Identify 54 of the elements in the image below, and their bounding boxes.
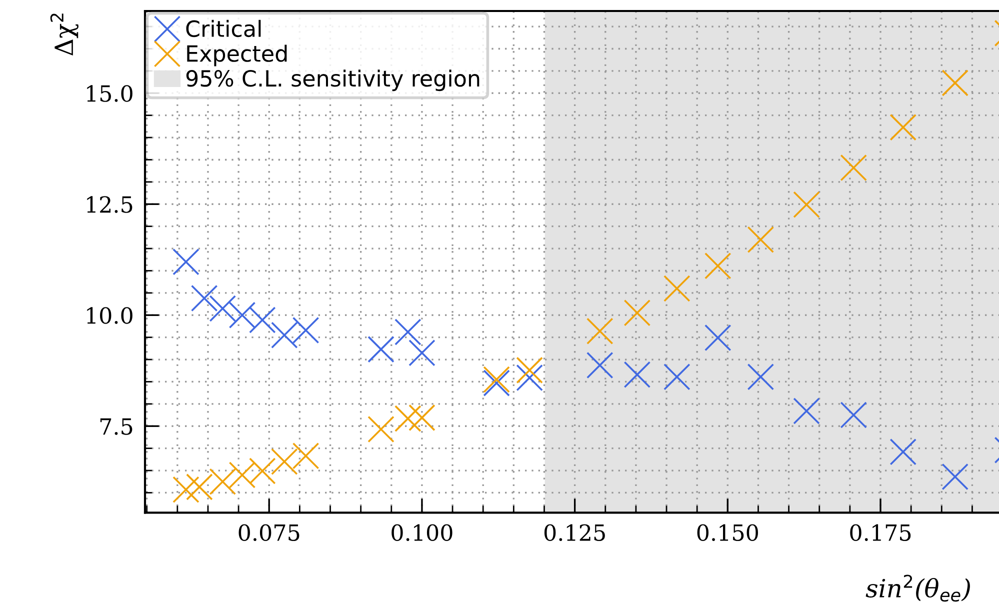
y-axis-title: Δχ$^{2}$ bbox=[50, 14, 78, 56]
point bbox=[368, 416, 394, 443]
point bbox=[516, 364, 543, 392]
band-label: 95% C.L. sensitivity region bbox=[186, 70, 480, 92]
point bbox=[840, 402, 867, 428]
point bbox=[586, 352, 614, 379]
point bbox=[394, 318, 422, 346]
point bbox=[408, 404, 436, 432]
x-tick-label: 0.175 bbox=[850, 524, 911, 542]
point bbox=[942, 463, 968, 490]
x-tick-label: 0.075 bbox=[238, 524, 300, 542]
point bbox=[248, 458, 276, 484]
x-tick-label: 0.150 bbox=[697, 524, 758, 542]
point bbox=[270, 448, 298, 476]
point bbox=[624, 300, 651, 326]
point bbox=[793, 398, 820, 424]
y-tick-label: 7.5 bbox=[100, 418, 132, 435]
point bbox=[172, 476, 200, 504]
point bbox=[664, 275, 690, 302]
point bbox=[840, 154, 867, 182]
point bbox=[292, 442, 320, 470]
point bbox=[228, 302, 256, 329]
y-tick-label: 10.0 bbox=[87, 307, 132, 324]
point bbox=[292, 316, 320, 344]
point bbox=[664, 363, 690, 390]
point bbox=[186, 474, 213, 500]
y-tick-label: 15.0 bbox=[87, 85, 132, 102]
point bbox=[209, 468, 236, 496]
legend-label: Critical bbox=[186, 20, 261, 38]
point bbox=[890, 114, 917, 141]
x-axis-title: sin$^{2}$(θ$_{ee}$) bbox=[866, 574, 970, 602]
point bbox=[209, 295, 236, 322]
point bbox=[368, 336, 394, 363]
point bbox=[890, 438, 917, 466]
point bbox=[270, 322, 298, 349]
point bbox=[704, 324, 732, 352]
legend-label: Expected bbox=[187, 44, 287, 66]
point bbox=[190, 284, 218, 312]
x-tick-label: 0.125 bbox=[544, 524, 605, 542]
point bbox=[228, 462, 256, 488]
point bbox=[516, 356, 543, 384]
point bbox=[747, 363, 774, 390]
point bbox=[704, 252, 732, 280]
point bbox=[586, 318, 614, 345]
point bbox=[747, 226, 774, 254]
point bbox=[793, 191, 820, 218]
point bbox=[172, 248, 200, 276]
point bbox=[408, 339, 436, 366]
point bbox=[394, 405, 422, 432]
point bbox=[248, 306, 276, 334]
point bbox=[942, 70, 968, 96]
y-tick-label: 12.5 bbox=[87, 196, 132, 213]
point bbox=[624, 361, 651, 388]
x-tick-label: 0.100 bbox=[392, 524, 452, 542]
